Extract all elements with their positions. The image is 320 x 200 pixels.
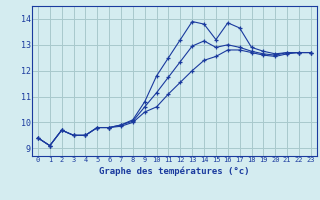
- X-axis label: Graphe des températures (°c): Graphe des températures (°c): [99, 166, 250, 176]
